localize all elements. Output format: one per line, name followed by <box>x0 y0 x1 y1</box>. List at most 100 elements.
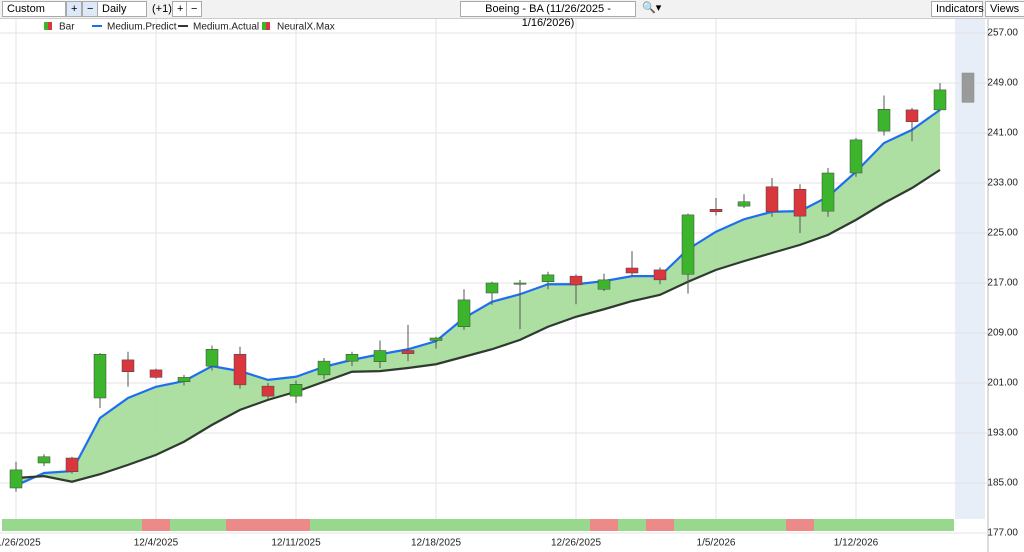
signal-cell <box>226 519 254 531</box>
candle-body <box>401 350 415 354</box>
candle-body <box>37 456 51 464</box>
signal-cell <box>86 519 114 531</box>
signal-cell <box>450 519 478 531</box>
zoom-in[interactable]: + <box>66 1 82 17</box>
candle-body <box>289 384 303 397</box>
candle-body <box>485 282 499 294</box>
signal-cell <box>394 519 422 531</box>
candle-body <box>121 359 135 372</box>
candle-body <box>737 201 751 207</box>
legend-swatch <box>266 22 270 30</box>
candle-body <box>317 360 331 376</box>
signal-cell <box>254 519 282 531</box>
candle-body <box>345 354 359 362</box>
series-line <box>15 168 941 483</box>
y-tick-label: 217.00 <box>987 278 1018 289</box>
signal-cell <box>534 519 562 531</box>
signal-cell <box>562 519 590 531</box>
signal-cell <box>702 519 730 531</box>
signal-cell <box>590 519 618 531</box>
signal-cell <box>142 519 170 531</box>
candle-body <box>177 377 191 382</box>
candle-body <box>597 279 611 290</box>
toolbar: Custom + − Daily (+1) + − Boeing - BA (1… <box>0 0 1024 29</box>
y-tick-label: 249.00 <box>987 78 1018 89</box>
candle-body <box>233 354 247 386</box>
candle-body <box>205 349 219 367</box>
signal-cell <box>786 519 814 531</box>
candle-body <box>765 186 779 212</box>
indicators-button[interactable]: Indicators <box>931 1 984 17</box>
candle-body <box>821 172 835 212</box>
signal-cell <box>898 519 926 531</box>
signal-cell <box>282 519 310 531</box>
signal-cell <box>170 519 198 531</box>
candle-body <box>709 209 723 212</box>
candle-body <box>513 282 527 285</box>
candle-body <box>933 89 947 111</box>
x-tick-label: 11/26/2025 <box>0 538 41 549</box>
legend-swatch <box>44 22 50 30</box>
candle-body <box>793 189 807 217</box>
signal-cell <box>2 519 30 531</box>
x-tick-label: 12/18/2025 <box>411 538 461 549</box>
signal-cell <box>842 519 870 531</box>
legend-label: Medium.Actual <box>193 22 259 33</box>
candle-body <box>65 457 79 472</box>
band-area <box>16 109 940 486</box>
legend-label: Bar <box>59 22 75 33</box>
candle-body <box>373 350 387 362</box>
signal-cell <box>730 519 758 531</box>
candle-body <box>849 139 863 174</box>
x-tick-label: 1/12/2026 <box>834 538 879 549</box>
offset-minus[interactable]: − <box>186 1 202 17</box>
candle-body <box>149 369 163 378</box>
candle-body <box>9 469 23 489</box>
y-tick-label: 257.00 <box>987 28 1018 39</box>
signal-cell <box>478 519 506 531</box>
signal-cell <box>198 519 226 531</box>
period-select[interactable]: Daily <box>97 1 147 17</box>
y-tick-label: 193.00 <box>987 428 1018 439</box>
signal-cell <box>338 519 366 531</box>
views-button[interactable]: Views <box>985 1 1024 17</box>
chart: 177.00 185.00 193.00 201.00 209.00 217.00 225.… <box>0 19 1018 552</box>
candle-body <box>877 109 891 132</box>
candle-body <box>961 72 975 103</box>
signal-cell <box>674 519 702 531</box>
signal-cell <box>30 519 58 531</box>
candle-body <box>429 337 443 341</box>
legend-label: NeuralX.Max <box>277 22 335 33</box>
search[interactable]: 🔍▾ <box>642 2 662 14</box>
y-tick-label: 201.00 <box>987 378 1018 389</box>
x-tick-label: 12/11/2025 <box>271 538 321 549</box>
signal-cell <box>366 519 394 531</box>
y-tick-label: 233.00 <box>987 178 1018 189</box>
signal-cell <box>758 519 786 531</box>
offset: (+1) <box>152 3 172 15</box>
signal-cell <box>422 519 450 531</box>
candle-body <box>541 274 555 282</box>
y-tick-label: 241.00 <box>987 128 1018 139</box>
y-tick-label: 185.00 <box>987 478 1018 489</box>
x-tick-label: 12/26/2025 <box>551 538 601 549</box>
candle-body <box>261 385 275 397</box>
legend-swatch <box>48 22 52 30</box>
signal-cell <box>58 519 86 531</box>
x-tick-label: 12/4/2025 <box>134 538 179 549</box>
symbol[interactable]: Boeing - BA (11/26/2025 - 1/16/2026) <box>460 1 636 29</box>
legend-label: Medium.Predict <box>107 22 177 33</box>
candle-body <box>569 275 583 286</box>
zoom-out[interactable]: − <box>82 1 98 17</box>
signal-cell <box>814 519 842 531</box>
candle-body <box>93 354 107 399</box>
signal-cell <box>646 519 674 531</box>
y-tick-label: 177.00 <box>987 528 1018 539</box>
candle-body <box>457 299 471 327</box>
range-select[interactable]: Custom <box>2 1 66 17</box>
candle-body <box>625 267 639 274</box>
candle-body <box>905 109 919 122</box>
candle-body <box>653 269 667 281</box>
signal-cell <box>114 519 142 531</box>
